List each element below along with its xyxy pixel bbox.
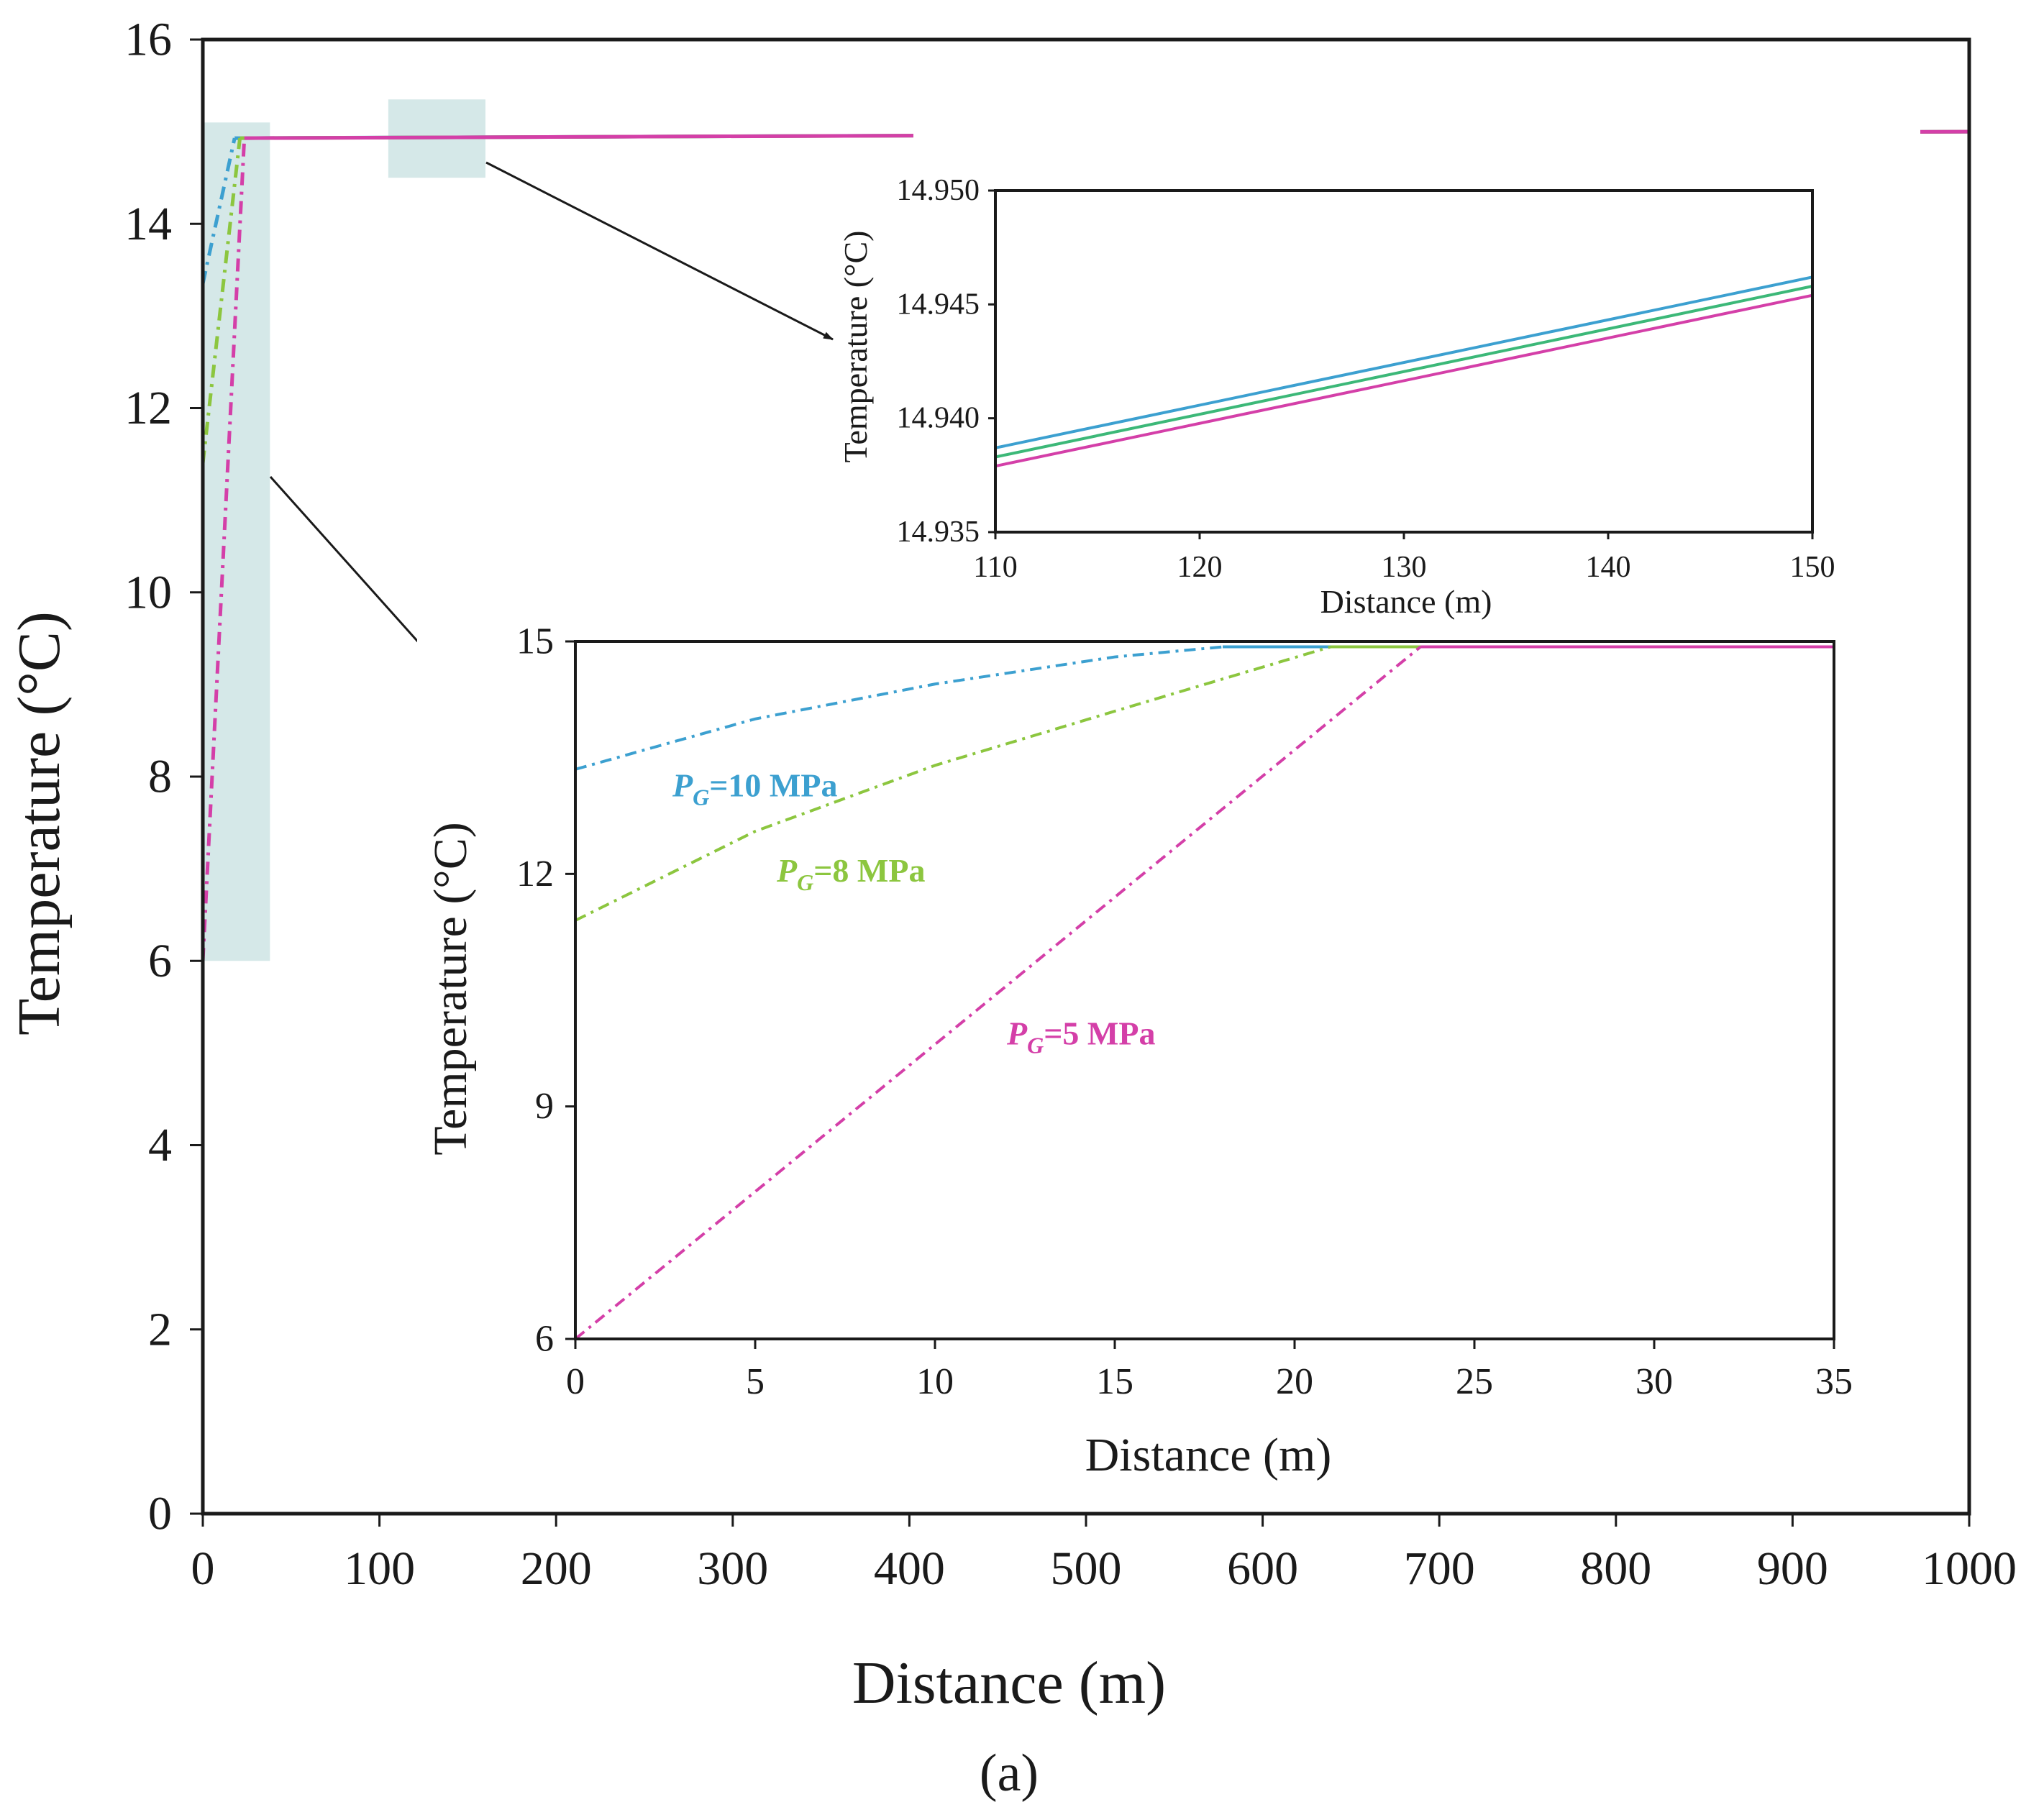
inset-bottom-x-axis-label: Distance (m): [1085, 1429, 1332, 1481]
main-y-tick-label: 12: [124, 382, 172, 434]
main-x-tick-label: 800: [1580, 1542, 1651, 1595]
inset-top-series-pg-5-mpa: [995, 293, 1813, 468]
inset-top-chart: 110 120 130 140 150 14.935 14.940 14.945 14.950…: [837, 108, 1920, 626]
main-y-tick-label: 0: [148, 1488, 172, 1540]
inset-top-series-pg-8-mpa: [995, 285, 1813, 459]
main-y-tick-label: 8: [148, 751, 172, 803]
annotation-pg-8-mpa: PG=8 MPa: [776, 852, 925, 895]
inset-top-x-tick-label: 120: [1177, 551, 1223, 584]
inset-top-y-tick-label: 14.950: [897, 174, 980, 207]
inset-bottom-series-pg-10-mpa-rise: [575, 645, 1223, 771]
inset-bottom-series-pg-5-mpa-rise: [574, 645, 1422, 1340]
inset-bottom-x-tick-label: 30: [1635, 1361, 1673, 1402]
inset-bottom-x-tick-label: 15: [1096, 1361, 1133, 1402]
zoom-arrow-top: [485, 161, 834, 341]
inset-bottom-x-tick-label: 10: [916, 1361, 954, 1402]
inset-bottom-y-tick-label: 6: [535, 1319, 554, 1360]
inset-top-x-tick-label: 150: [1790, 551, 1835, 584]
main-x-tick-label: 0: [191, 1542, 215, 1595]
inset-top-x-tick-label: 130: [1382, 551, 1427, 584]
annotation-pg-10-mpa: PG=10 MPa: [672, 767, 837, 810]
inset-top-y-tick-label: 14.935: [897, 516, 980, 549]
main-series-pg-10-mpa-rise: [201, 137, 237, 285]
inset-bottom-plot-frame: [574, 640, 1835, 1340]
inset-bottom-y-tick-label: 9: [535, 1086, 554, 1127]
main-x-tick-label: 700: [1404, 1542, 1475, 1595]
inset-bottom-x-tick-label: 0: [566, 1361, 585, 1402]
zoom-region-1: [203, 122, 270, 961]
main-y-tick-label: 14: [124, 198, 172, 250]
main-x-axis-label: Distance (m): [852, 1650, 1166, 1716]
inset-bottom-y-tick-label: 15: [516, 621, 554, 662]
annotation-pg-5-mpa: PG=5 MPa: [1006, 1015, 1155, 1058]
main-x-tick-label: 900: [1757, 1542, 1828, 1595]
inset-top-x-axis-label: Distance (m): [1320, 583, 1492, 620]
main-y-tick-label: 10: [124, 566, 172, 618]
inset-top-y-axis-label: Temperature (°C): [837, 231, 874, 463]
subfigure-label: (a): [980, 1744, 1039, 1803]
inset-bottom-x-tick-label: 20: [1276, 1361, 1313, 1402]
inset-bottom-chart: 0 5 10 15 20 25 30 35 6 9 12 15 PG=10 MPa PG=8 MPa P…: [417, 621, 1899, 1481]
main-y-tick-label: 2: [148, 1303, 172, 1355]
inset-top-x-tick-label: 140: [1586, 551, 1631, 584]
main-series-pg-8-mpa-rise: [201, 137, 242, 464]
main-y-tick-label: 16: [124, 14, 172, 66]
inset-bottom-x-tick-label: 35: [1815, 1361, 1853, 1402]
main-y-tick-label: 6: [148, 935, 172, 987]
main-y-axis-label: Temperature (°C): [6, 611, 73, 1035]
inset-bottom-y-axis-label: Temperature (°C): [424, 822, 477, 1155]
main-x-tick-label: 400: [874, 1542, 945, 1595]
inset-bottom-series-pg-8-mpa-rise: [575, 645, 1331, 922]
inset-bottom-x-tick-label: 5: [746, 1361, 765, 1402]
inset-bottom-x-tick-label: 25: [1456, 1361, 1493, 1402]
main-x-tick-label: 500: [1051, 1542, 1122, 1595]
main-x-tick-label: 600: [1227, 1542, 1298, 1595]
main-y-tick-label: 4: [148, 1119, 172, 1171]
inset-bottom-y-tick-label: 12: [516, 854, 554, 895]
main-series-pg-5-mpa-rise: [201, 137, 247, 961]
inset-top-y-tick-label: 14.940: [897, 402, 980, 435]
main-x-tick-label: 100: [344, 1542, 415, 1595]
main-x-tick-label: 1000: [1922, 1542, 2017, 1595]
inset-top-series-pg-10-mpa: [995, 275, 1813, 449]
inset-top-x-tick-label: 110: [973, 551, 1017, 584]
main-x-tick-label: 200: [521, 1542, 592, 1595]
inset-top-y-tick-label: 14.945: [897, 288, 980, 321]
main-x-tick-label: 300: [697, 1542, 768, 1595]
